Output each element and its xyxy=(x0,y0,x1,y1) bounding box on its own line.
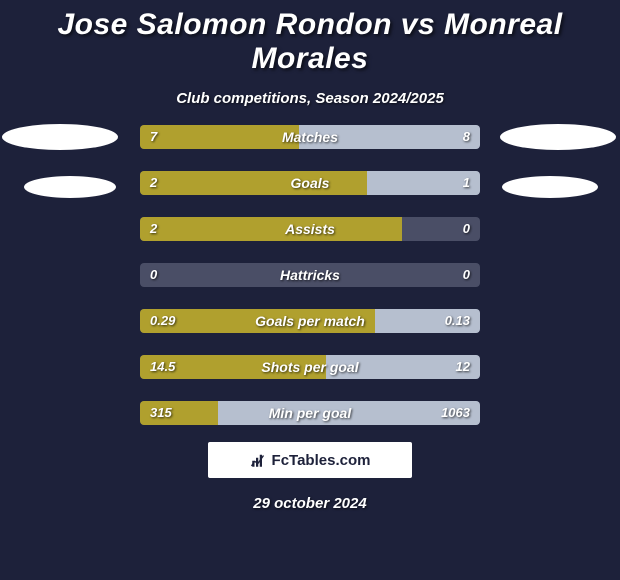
stat-row: Hattricks0 0 xyxy=(140,263,480,287)
stat-row: Goals2 1 xyxy=(140,171,480,195)
brand-text: FcTables.com xyxy=(272,452,371,469)
stat-value-left: 0 xyxy=(140,263,167,287)
stat-label: Goals xyxy=(140,171,480,195)
chart-icon xyxy=(250,451,268,469)
stat-label: Goals per match xyxy=(140,309,480,333)
stat-value-left: 7 xyxy=(140,125,167,149)
stat-value-right: 1063 xyxy=(431,401,480,425)
date-text: 29 october 2024 xyxy=(0,495,620,512)
page-title: Jose Salomon Rondon vs Monreal Morales xyxy=(0,0,620,76)
stat-value-right: 12 xyxy=(446,355,480,379)
page-subtitle: Club competitions, Season 2024/2025 xyxy=(0,90,620,107)
stat-value-left: 2 xyxy=(140,217,167,241)
stat-value-right: 0 xyxy=(453,217,480,241)
stat-row: Min per goal315 1063 xyxy=(140,401,480,425)
stat-label: Min per goal xyxy=(140,401,480,425)
stat-row: Matches7 8 xyxy=(140,125,480,149)
decorative-oval xyxy=(502,176,598,198)
stat-value-left: 0.29 xyxy=(140,309,185,333)
stat-value-left: 315 xyxy=(140,401,182,425)
stat-label: Shots per goal xyxy=(140,355,480,379)
stat-value-right: 0 xyxy=(453,263,480,287)
stat-label: Assists xyxy=(140,217,480,241)
decorative-oval xyxy=(24,176,116,198)
comparison-bars: Matches78Goals21Assists20Hattricks00Goal… xyxy=(140,125,480,447)
decorative-oval xyxy=(2,124,118,150)
footer-badge: FcTables.com xyxy=(208,442,412,478)
stat-label: Matches xyxy=(140,125,480,149)
stat-value-right: 1 xyxy=(453,171,480,195)
stat-value-left: 2 xyxy=(140,171,167,195)
stat-row: Shots per goal14.5 12 xyxy=(140,355,480,379)
stat-row: Goals per match0.29 0.13 xyxy=(140,309,480,333)
stat-row: Assists2 0 xyxy=(140,217,480,241)
stat-value-right: 0.13 xyxy=(435,309,480,333)
decorative-oval xyxy=(500,124,616,150)
stat-label: Hattricks xyxy=(140,263,480,287)
stat-value-right: 8 xyxy=(453,125,480,149)
stat-value-left: 14.5 xyxy=(140,355,185,379)
